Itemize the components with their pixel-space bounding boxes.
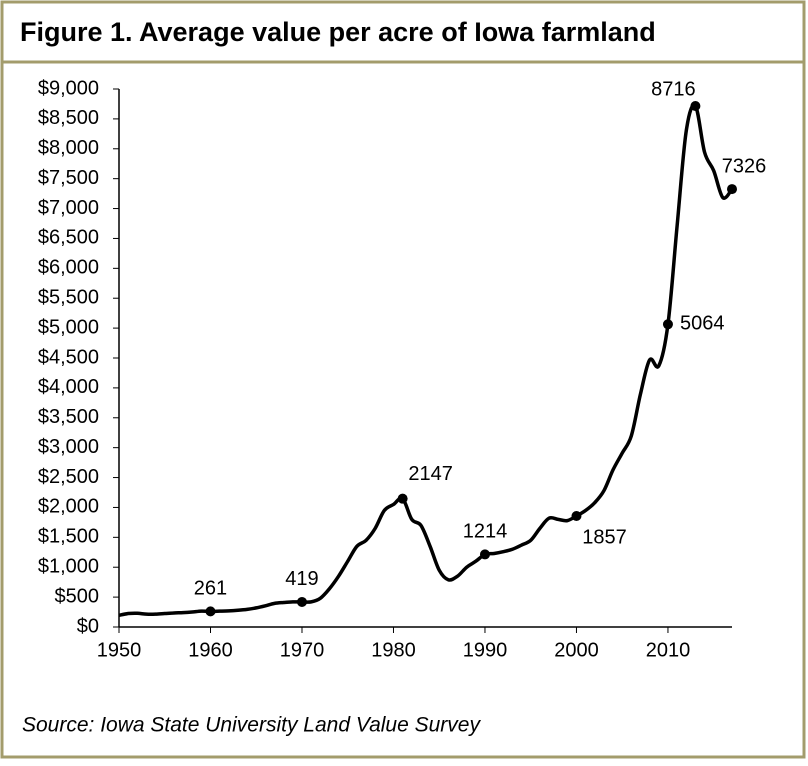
x-tick-label: 1970 (280, 639, 325, 661)
data-label: 8716 (651, 78, 696, 100)
data-label: 7326 (722, 155, 767, 177)
x-tick-label: 2010 (646, 639, 691, 661)
y-tick-label: $3,500 (38, 406, 99, 428)
y-tick-label: $0 (77, 615, 99, 637)
y-tick-label: $1,500 (38, 526, 99, 548)
data-point (690, 100, 701, 111)
data-label: 2147 (408, 463, 453, 485)
y-tick-label: $7,000 (38, 197, 99, 219)
x-tick-label: 1960 (188, 639, 233, 661)
y-tick-label: $1,000 (38, 556, 99, 578)
y-tick-label: $9,000 (38, 77, 99, 99)
source-note: Source: Iowa State University Land Value… (22, 714, 481, 737)
data-line (118, 103, 734, 618)
data-point (205, 606, 216, 617)
data-point (662, 319, 673, 330)
y-tick-label: $4,000 (38, 376, 99, 398)
data-point (296, 596, 307, 607)
y-tick-label: $8,000 (38, 137, 99, 159)
chart-title: Figure 1. Average value per acre of Iowa… (20, 17, 656, 47)
data-label: 1214 (463, 521, 508, 543)
y-tick-label: $5,000 (38, 316, 99, 338)
y-tick-label: $5,500 (38, 287, 99, 309)
y-tick-label: $500 (55, 585, 100, 607)
data-point (479, 549, 490, 560)
y-tick-label: $2,000 (38, 496, 99, 518)
data-point (571, 510, 582, 521)
data-label: 5064 (680, 313, 725, 335)
x-tick-label: 1990 (463, 639, 508, 661)
x-tick-label: 2000 (554, 639, 599, 661)
data-point (397, 493, 408, 504)
x-tick-label: 1980 (371, 639, 416, 661)
data-label: 261 (194, 578, 227, 600)
y-tick-label: $6,500 (38, 227, 99, 249)
y-tick-label: $7,500 (38, 167, 99, 189)
y-tick-label: $3,000 (38, 436, 99, 458)
y-tick-label: $6,000 (38, 257, 99, 279)
data-label: 1857 (582, 526, 627, 548)
y-tick-label: $8,500 (38, 107, 99, 129)
data-label: 419 (285, 568, 318, 590)
data-point (727, 184, 737, 195)
y-tick-label: $4,500 (38, 346, 99, 368)
y-tick-label: $2,500 (38, 466, 99, 488)
x-tick-label: 1950 (97, 639, 142, 661)
